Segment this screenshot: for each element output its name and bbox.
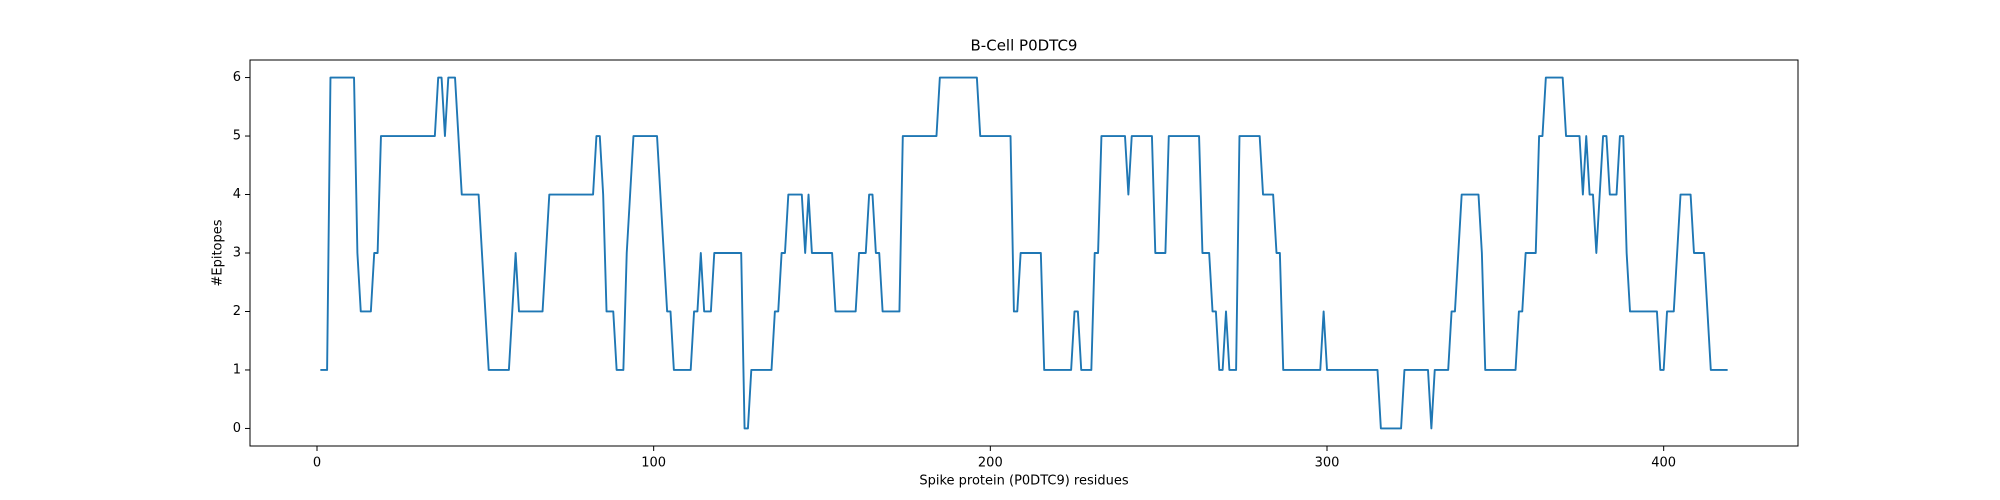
- x-axis-label: Spike protein (P0DTC9) residues: [919, 474, 1129, 489]
- y-tick-label: 6: [233, 70, 241, 85]
- x-tick-label: 100: [641, 456, 666, 471]
- x-tick-label: 0: [313, 456, 321, 471]
- y-tick-label: 0: [233, 421, 241, 436]
- x-tick-label: 400: [1651, 456, 1676, 471]
- y-tick-label: 1: [233, 362, 241, 377]
- y-tick-label: 3: [233, 246, 241, 261]
- x-tick-label: 200: [978, 456, 1003, 471]
- y-tick-label: 5: [233, 129, 241, 144]
- y-tick-label: 4: [233, 187, 241, 202]
- data-line: [320, 76, 1728, 430]
- chart-title: B-Cell P0DTC9: [971, 37, 1078, 55]
- x-tick-label: 300: [1315, 456, 1340, 471]
- y-axis-label: #Epitopes: [211, 219, 226, 286]
- plot-frame: [249, 59, 1799, 447]
- y-tick-label: 2: [233, 304, 241, 319]
